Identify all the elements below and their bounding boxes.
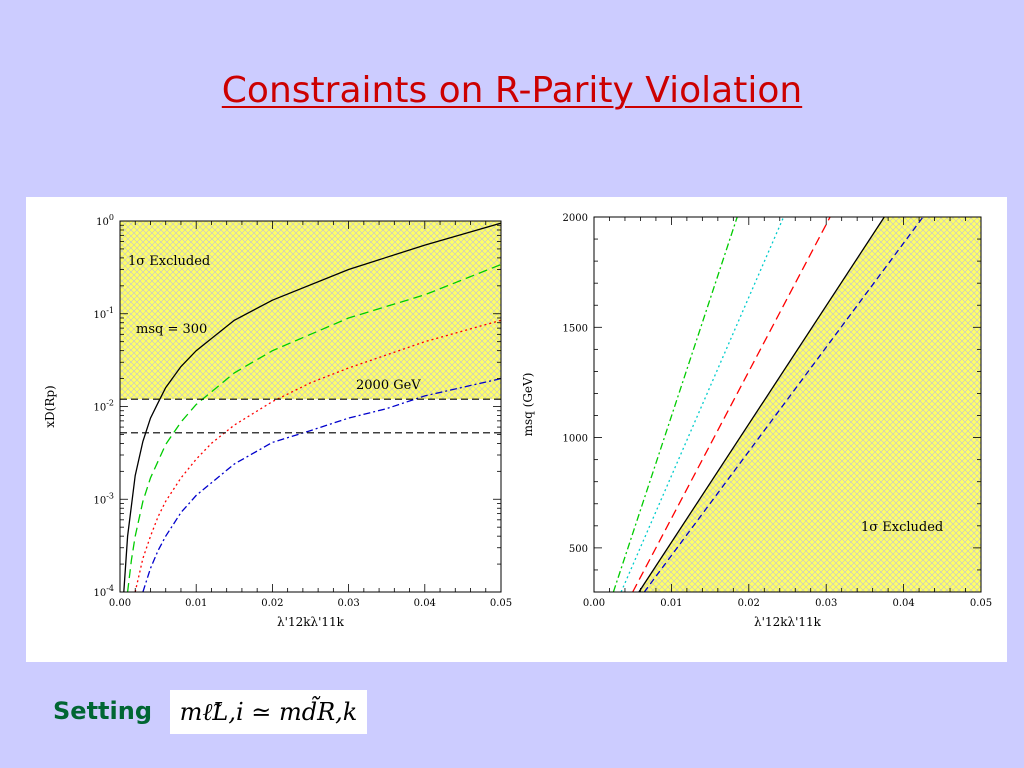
left-x-tick-label: 0.03: [337, 598, 359, 609]
mass-relation-formula: mℓ̃L,i ≃ md̃R,k: [170, 690, 367, 734]
left-y-tick-label: 10-1: [93, 306, 114, 321]
left-chart: 0.00 0.01 0.02 0.03 0.04 0.05 10-4 10-3 10-2 10-…: [43, 213, 512, 629]
slide-title: Constraints on R-Parity Violation: [221, 70, 803, 111]
left-x-tick-label: 0.00: [109, 598, 131, 609]
right-x-tick-label: 0.03: [815, 598, 837, 609]
setting-label: Setting: [53, 697, 152, 725]
right-series-line-2: [632, 216, 831, 593]
msq-300-label: msq = 300: [136, 322, 207, 337]
right-series-line-4: [643, 216, 924, 593]
left-x-tick-label: 0.02: [261, 598, 283, 609]
right-x-tick-label: 0.02: [738, 598, 760, 609]
left-x-tick-label: 0.01: [185, 598, 207, 609]
left-excluded-region: [120, 221, 501, 400]
right-series-line-1: [620, 216, 785, 593]
right-x-axis-label: λ'12kλ'11k: [754, 615, 822, 629]
left-x-axis-label: λ'12kλ'11k: [277, 615, 345, 629]
left-x-tick-label: 0.05: [490, 598, 512, 609]
left-series-line-3: [142, 377, 502, 593]
right-y-tick-label: 1000: [563, 434, 588, 445]
right-x-tick-label: 0.05: [970, 598, 992, 609]
left-y-axis-label: xD(Rp): [43, 385, 57, 427]
left-y-tick-label: 10-3: [93, 491, 114, 506]
chart-panel: 0.00 0.01 0.02 0.03 0.04 0.05 10-4 10-3 10-2 10-…: [26, 197, 1007, 662]
right-y-axis-label: msq (GeV): [521, 373, 535, 437]
right-series-line-0: [612, 216, 738, 593]
left-y-tick-label: 100: [96, 213, 114, 228]
right-y-tick-label: 2000: [563, 213, 588, 224]
right-excluded-label: 1σ Excluded: [861, 520, 943, 535]
left-y-tick-label: 10-2: [93, 399, 114, 414]
left-series-line-0: [123, 222, 502, 593]
charts-svg: 0.00 0.01 0.02 0.03 0.04 0.05 10-4 10-3 10-2 10-…: [43, 213, 992, 629]
right-x-tick-label: 0.04: [892, 598, 914, 609]
left-y-tick-label: 10-4: [93, 584, 114, 599]
right-excluded-region: [638, 217, 981, 592]
left-series-line-2: [134, 319, 502, 593]
left-x-tick-label: 0.04: [414, 598, 436, 609]
right-x-tick-label: 0.01: [660, 598, 682, 609]
right-plot-frame: [593, 216, 982, 593]
left-series-line-1: [126, 263, 502, 593]
left-excluded-label: 1σ Excluded: [128, 254, 210, 269]
msq-2000-label: 2000 GeV: [356, 378, 421, 393]
right-chart: 0.00 0.01 0.02 0.03 0.04 0.05 500 1000 1500 2000…: [521, 213, 992, 629]
right-series-line-3: [638, 216, 885, 593]
right-y-tick-label: 1500: [563, 323, 588, 334]
right-y-tick-label: 500: [569, 544, 588, 555]
right-x-tick-label: 0.00: [583, 598, 605, 609]
